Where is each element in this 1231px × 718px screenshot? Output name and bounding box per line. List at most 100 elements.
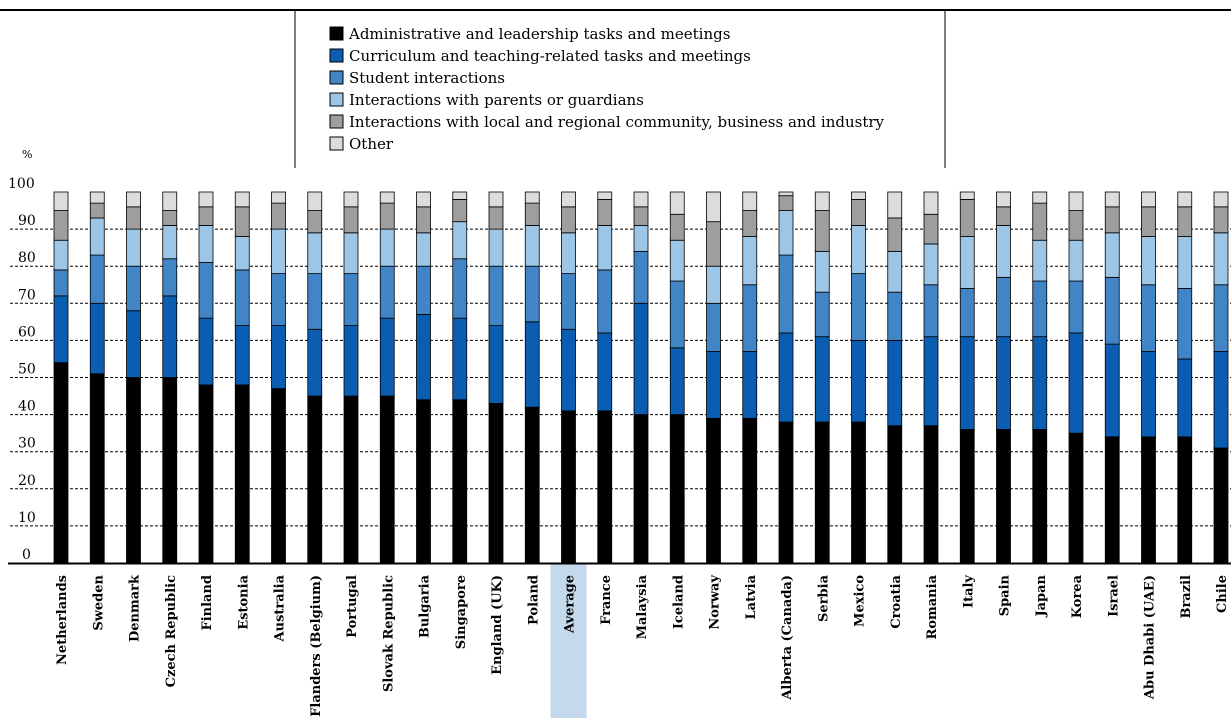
x-tick-label: Israel	[1106, 575, 1121, 617]
bar-segment	[887, 425, 903, 564]
bar-segment	[778, 254, 794, 334]
y-tick-label: 10	[18, 510, 36, 526]
x-tick-label: Australia	[273, 574, 288, 642]
bar-segment	[271, 388, 286, 564]
bar-segment	[923, 284, 939, 338]
y-tick-label: 60	[18, 324, 36, 340]
bar-segment	[1068, 191, 1084, 211]
bar-segment	[271, 273, 286, 326]
bar-segment	[126, 206, 141, 230]
bar-segment	[1068, 280, 1084, 334]
legend-swatch	[329, 70, 344, 85]
bar-segment	[959, 236, 975, 289]
bar-segment	[669, 213, 685, 241]
bar-segment	[633, 414, 649, 564]
bar-segment	[307, 191, 323, 211]
bar-segment	[923, 425, 939, 564]
bar-segment	[307, 395, 323, 564]
bar-segment	[53, 239, 69, 271]
bar-segment	[1032, 202, 1048, 241]
bar-segment	[271, 202, 286, 230]
bar-segment	[416, 265, 431, 315]
bar-segment	[1213, 447, 1229, 564]
x-tick-label: Singapore	[454, 575, 469, 649]
bar-segment	[307, 232, 323, 275]
bar-segment	[1104, 436, 1120, 564]
bar-segment	[1213, 191, 1229, 208]
bar-segment	[851, 273, 866, 341]
y-tick-label: 40	[18, 399, 36, 415]
bars	[53, 191, 1229, 564]
legend-swatch	[329, 136, 344, 151]
bar-segment	[1068, 332, 1084, 434]
bar-segment	[742, 351, 758, 419]
legend-label: Interactions with parents or guardians	[349, 91, 644, 109]
bar-segment	[343, 325, 359, 397]
bar-segment	[89, 217, 105, 256]
bar-segment	[524, 191, 540, 204]
bar-segment	[561, 191, 576, 208]
bar-segment	[1141, 351, 1156, 438]
legend-label: Curriculum and teaching-related tasks an…	[349, 47, 751, 65]
bar-segment	[633, 191, 649, 208]
bar-segment	[307, 210, 323, 234]
x-tick-label: Sweden	[91, 574, 106, 630]
x-tick-label: Spain	[998, 574, 1013, 616]
y-tick-label: 90	[18, 213, 36, 229]
bar-segment	[1177, 236, 1193, 289]
bar-segment	[851, 224, 866, 275]
x-tick-label: Bulgaria	[418, 574, 433, 638]
bar-segment	[452, 317, 468, 401]
legend: Administrative and leadership tasks and …	[329, 25, 885, 153]
bar-segment	[1177, 191, 1193, 208]
bar-segment	[597, 332, 613, 412]
bar-segment	[53, 295, 69, 364]
average-highlight	[550, 563, 587, 718]
bar-segment	[1141, 236, 1156, 286]
bar-segment	[198, 191, 214, 208]
bar-segment	[271, 228, 286, 275]
bar-segment	[887, 291, 903, 341]
x-tick-label: Korea	[1070, 574, 1085, 618]
bar-segment	[597, 199, 613, 226]
bar-segment	[162, 210, 178, 226]
bar-segment	[1068, 432, 1084, 564]
legend-swatch	[329, 92, 344, 107]
legend-label: Other	[349, 135, 394, 153]
bar-segment	[53, 191, 69, 211]
bar-segment	[1213, 232, 1229, 286]
bar-segment	[379, 202, 395, 230]
bar-segment	[379, 317, 395, 397]
bar-segment	[742, 191, 758, 211]
x-tick-label: Average	[563, 575, 578, 634]
bar-segment	[633, 302, 649, 415]
bar-segment	[524, 202, 540, 226]
bar-segment	[271, 325, 286, 390]
bar-segment	[416, 232, 431, 267]
legend-label: Interactions with local and regional com…	[349, 113, 885, 131]
bar-segment	[1177, 206, 1193, 237]
bar-segment	[742, 236, 758, 286]
bar-segment	[561, 410, 576, 564]
y-tick-label: 80	[18, 250, 36, 266]
bar-segment	[851, 191, 866, 200]
bar-segment	[1141, 191, 1156, 208]
bar-segment	[887, 191, 903, 219]
x-tick-label: Serbia	[816, 574, 831, 622]
x-tick-label: Finland	[200, 575, 215, 631]
y-axis: 0 10 20 30 40 50 60 70 80 90 100	[8, 176, 36, 563]
bar-segment	[1104, 343, 1120, 438]
bar-segment	[488, 206, 504, 230]
legend-swatch	[329, 48, 344, 63]
bar-segment	[669, 239, 685, 282]
y-tick-label: 30	[18, 436, 36, 452]
y-tick-label: 70	[18, 287, 36, 303]
bar-segment	[53, 362, 69, 564]
bar-segment	[126, 191, 141, 208]
bar-segment	[234, 236, 250, 271]
y-tick-label: 50	[18, 362, 36, 378]
bar-segment	[814, 210, 830, 252]
bar-segment	[923, 336, 939, 427]
bar-segment	[1104, 276, 1120, 345]
